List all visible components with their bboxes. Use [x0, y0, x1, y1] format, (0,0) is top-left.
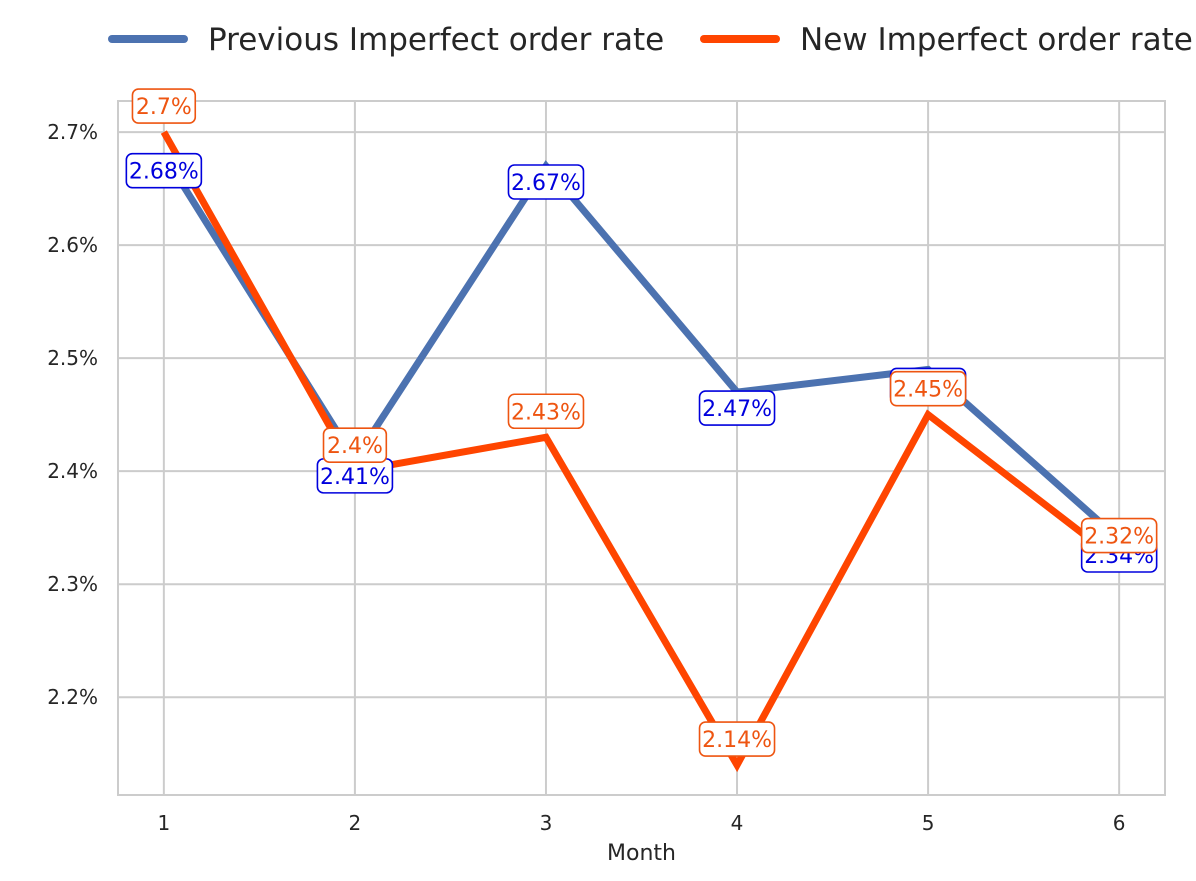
legend-item-1: Previous Imperfect order rate: [108, 22, 664, 58]
x-tick-label: 2: [349, 811, 362, 835]
x-axis-title: Month: [607, 841, 676, 866]
axis-ticks: 2.2% 2.3% 2.4% 2.5% 2.6% 2.7% 1 2 3 4 5 6: [47, 120, 1125, 835]
series-lines: [160, 130, 1122, 773]
data-label-text: 2.67%: [511, 171, 581, 196]
legend-label: Previous Imperfect order rate: [208, 22, 664, 58]
data-label-box: [322, 427, 388, 463]
plot-frame: [117, 100, 1166, 796]
y-tick-label: 2.4%: [47, 459, 98, 483]
legend-label: New Imperfect order rate: [800, 22, 1193, 58]
data-label: 2.7%: [131, 88, 197, 124]
data-label: 2.47%: [698, 390, 776, 426]
data-label-box: [125, 152, 203, 189]
series-line-1: [160, 152, 1122, 542]
legend: Previous Imperfect order rate New Imperfe…: [108, 22, 1193, 58]
data-label-box: [698, 721, 776, 757]
data-label-text: 2.45%: [893, 378, 963, 403]
data-label: 2.4%: [322, 427, 388, 463]
data-label-text: 2.68%: [129, 160, 199, 185]
x-tick-label: 6: [1113, 811, 1126, 835]
x-tick-label: 4: [731, 811, 744, 835]
x-tick-label: 5: [922, 811, 935, 835]
data-label-text: 2.7%: [136, 95, 192, 120]
y-tick-label: 2.5%: [47, 346, 98, 370]
legend-item-2: New Imperfect order rate: [700, 22, 1193, 58]
y-tick-label: 2.6%: [47, 233, 98, 257]
y-tick-label: 2.2%: [47, 685, 98, 709]
data-label-text: 2.32%: [1084, 525, 1154, 550]
data-labels: 2.68%2.41%2.67%2.47%2.49%2.34%2.7%2.4%2.…: [125, 88, 1158, 757]
data-label-box: [131, 88, 197, 124]
data-label: 2.68%: [125, 152, 203, 189]
series-line-2: [160, 130, 1122, 773]
data-label-box: [889, 370, 967, 407]
data-label-text: 2.43%: [511, 400, 581, 425]
y-tick-label: 2.3%: [47, 572, 98, 596]
data-label-box: [507, 164, 585, 200]
x-tick-label: 1: [157, 811, 170, 835]
x-tick-label: 3: [540, 811, 553, 835]
data-label-text: 2.47%: [702, 397, 772, 422]
data-label: 2.43%: [507, 393, 585, 430]
data-label-box: [1080, 517, 1158, 554]
data-label: 2.41%: [316, 458, 394, 494]
data-label-box: [507, 393, 585, 430]
data-label-text: 2.41%: [320, 465, 390, 490]
grid-lines: [118, 101, 1165, 795]
y-tick-label: 2.7%: [47, 120, 98, 144]
data-label: 2.14%: [698, 721, 776, 757]
data-label: 2.67%: [507, 164, 585, 200]
data-label-text: 2.4%: [327, 434, 383, 459]
data-label-text: 2.14%: [702, 728, 772, 753]
data-label: 2.32%: [1080, 517, 1158, 554]
data-label-box: [698, 390, 776, 426]
data-label: 2.45%: [889, 370, 967, 407]
